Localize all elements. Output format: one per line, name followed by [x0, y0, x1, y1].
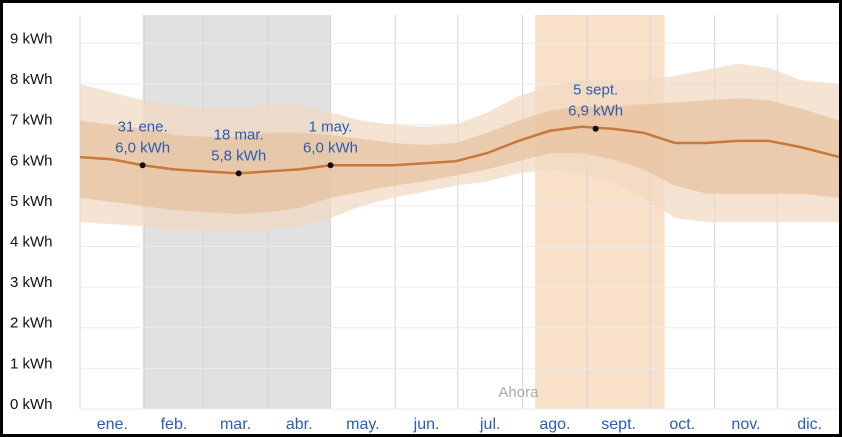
x-tick-label: dic. [797, 416, 822, 433]
season-highlight [535, 15, 665, 409]
y-tick-label: 9 kWh [10, 30, 53, 47]
annotation-value: 6,9 kWh [568, 103, 623, 120]
x-tick-label: mar. [220, 416, 251, 433]
annotation-date: 5 sept. [573, 82, 618, 99]
x-tick-label: may. [346, 416, 379, 433]
annotation-value: 5,8 kWh [211, 147, 266, 164]
annotation-point [139, 162, 146, 169]
annotation-value: 6,0 kWh [303, 139, 358, 156]
y-tick-label: 6 kWh [10, 152, 53, 169]
median-line [79, 125, 841, 175]
annotation-point [327, 162, 334, 169]
y-tick-label: 3 kWh [10, 274, 53, 291]
y-tick-label: 0 kWh [10, 396, 53, 413]
annotation-point [592, 125, 599, 132]
y-tick-label: 4 kWh [10, 233, 53, 250]
x-tick-label: ago. [539, 416, 570, 433]
y-tick-label: 8 kWh [10, 71, 53, 88]
x-tick-label: sept. [601, 416, 636, 433]
annotation-date: 1 may. [309, 118, 353, 135]
percentile-band [80, 98, 840, 215]
annotation-value: 6,0 kWh [115, 139, 170, 156]
annotation-date: 18 mar. [214, 126, 264, 143]
y-tick-label: 5 kWh [10, 193, 53, 210]
x-tick-label: jun. [413, 416, 440, 433]
y-tick-label: 1 kWh [10, 355, 53, 372]
y-tick-label: 2 kWh [10, 315, 53, 332]
annotation-point [235, 170, 242, 177]
y-tick-label: 7 kWh [10, 112, 53, 129]
now-label: Ahora [498, 384, 539, 401]
x-tick-label: nov. [731, 416, 760, 433]
x-tick-label: oct. [669, 416, 695, 433]
x-tick-label: abr. [286, 416, 313, 433]
x-tick-label: ene. [97, 416, 128, 433]
annotation-date: 31 ene. [118, 118, 168, 135]
x-tick-label: jul. [479, 416, 500, 433]
x-tick-label: feb. [161, 416, 188, 433]
